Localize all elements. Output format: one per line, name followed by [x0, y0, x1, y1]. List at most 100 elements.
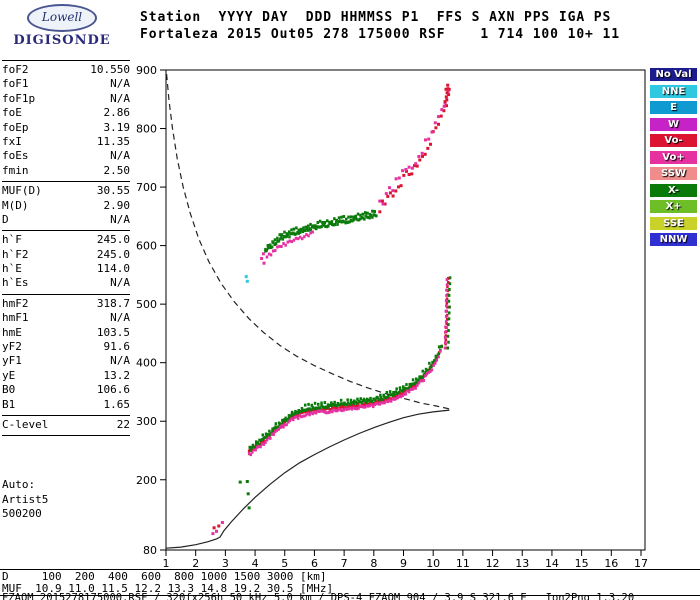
param-label: h`E: [2, 262, 22, 276]
trace-tail-green: [446, 276, 452, 350]
param-label: yE: [2, 368, 16, 382]
param-label: hmE: [2, 325, 22, 339]
param-row: Artist5: [2, 493, 130, 507]
svg-text:3: 3: [222, 557, 229, 570]
param-row: h`Es N/A: [2, 276, 130, 290]
param-label: yF2: [2, 340, 22, 354]
param-value: 2.86: [103, 106, 131, 120]
param-group: hmF2 318.7 hmF1 N/A hmE 103.5 yF2 91.6 yF1 N/A yE 1…: [2, 293, 130, 415]
topside-profile-dashed: [166, 74, 450, 410]
muf-distance-table: D 100 200 400 600 800 1000 1500 3000 [km…: [0, 569, 700, 596]
trace-spread-red: [378, 87, 451, 214]
param-label: foEs: [2, 149, 29, 163]
param-value: 245.0: [96, 233, 130, 247]
svg-text:14: 14: [545, 557, 559, 570]
svg-text:1: 1: [163, 557, 170, 570]
param-row: h`F 245.0: [2, 233, 130, 247]
param-group: Auto: Artist5 500200: [2, 476, 130, 524]
param-row: fxI 11.35: [2, 135, 130, 149]
legend-item-ssw: SSW: [650, 167, 697, 180]
legend-item-vo-: Vo-: [650, 134, 697, 147]
svg-text:80: 80: [143, 544, 157, 557]
param-label: h`F: [2, 233, 22, 247]
param-value: N/A: [110, 91, 130, 105]
lowell-digisonde-logo: Lowell DIGISONDE: [6, 4, 118, 48]
legend-item-vo+: Vo+: [650, 150, 697, 164]
trace-hop2-green: [264, 209, 376, 251]
echo-traces: [247, 87, 452, 457]
param-row: foE 2.86: [2, 106, 130, 120]
param-label: MUF(D): [2, 184, 42, 198]
svg-text:7: 7: [341, 557, 348, 570]
param-value: 2.90: [103, 198, 131, 212]
trace-hop2pink-pink: [265, 230, 314, 259]
svg-text:16: 16: [604, 557, 618, 570]
svg-text:700: 700: [136, 181, 157, 194]
x-axis: 1 2 3 4 5 6 7 8 9 10 11 12 13 14 15 16 17: [163, 550, 648, 570]
param-value: 245.0: [96, 247, 130, 261]
param-row: 500200: [2, 507, 130, 521]
trace-main-green: [248, 345, 441, 449]
param-label: D: [2, 212, 9, 226]
muf-row: MUF 10.9 11.0 11.5 12.2 13.3 14.8 19.2 3…: [2, 581, 334, 595]
param-label: Artist5: [2, 492, 49, 506]
legend-item-x+: X+: [650, 200, 697, 213]
trace-main-green: [249, 344, 443, 452]
svg-text:400: 400: [136, 357, 157, 370]
param-row: foEs N/A: [2, 149, 130, 163]
param-value: 318.7: [96, 296, 130, 310]
param-value: 2.50: [103, 163, 131, 177]
header-column-titles: Station YYYY DAY DDD HHMMSS P1 FFS S AXN…: [140, 10, 612, 25]
y-axis: 900 800 700 600 500 400 300 200 80: [136, 64, 166, 557]
param-value: 1.65: [103, 397, 131, 411]
param-group: C-level 22: [2, 414, 130, 437]
param-label: hmF1: [2, 311, 29, 325]
param-value: 3.19: [103, 120, 131, 134]
param-value: 114.0: [96, 262, 130, 276]
svg-text:11: 11: [456, 557, 470, 570]
legend-item-e: E: [650, 101, 697, 114]
svg-text:10: 10: [426, 557, 440, 570]
param-group: MUF(D) 30.55 M(D) 2.90 D N/A: [2, 181, 130, 230]
param-label: foF1p: [2, 91, 36, 105]
param-row: yF1 N/A: [2, 354, 130, 368]
param-value: N/A: [110, 354, 130, 368]
param-row: h`F2 245.0: [2, 248, 130, 262]
svg-text:2: 2: [192, 557, 199, 570]
param-row: foF1p N/A: [2, 92, 130, 106]
param-row: M(D) 2.90: [2, 199, 130, 213]
legend-item-sse: SSE: [650, 216, 697, 230]
param-panel: foF2 10.550 foF1 N/A foF1p N/A foE 2.86 foEp 3.19…: [2, 60, 130, 525]
trace-hop2-green: [264, 213, 378, 253]
param-group: foF2 10.550 foF1 N/A foF1p N/A foE 2.86 foEp 3.19…: [2, 60, 130, 181]
plot-frame: [165, 69, 646, 551]
param-label: foEp: [2, 120, 29, 134]
param-row: foEp 3.19: [2, 121, 130, 135]
param-value: 103.5: [96, 325, 130, 339]
svg-text:9: 9: [400, 557, 407, 570]
logo-lowell-text: Lowell: [41, 10, 83, 24]
param-row: hmF2 318.7: [2, 297, 130, 311]
param-row: yE 13.2: [2, 369, 130, 383]
param-row: hmE 103.5: [2, 326, 130, 340]
param-row: B1 1.65: [2, 398, 130, 412]
svg-text:12: 12: [486, 557, 500, 570]
legend-item-no-val: No Val: [650, 68, 697, 81]
param-row: foF1 N/A: [2, 77, 130, 91]
distance-row: D 100 200 400 600 800 1000 1500 3000 [km…: [2, 570, 327, 583]
direction-legend: No Val NNE E W Vo- Vo+ SSW X- X+ SSE NNW: [650, 68, 697, 250]
param-label: foF2: [2, 63, 29, 76]
param-label: 500200: [2, 507, 42, 521]
param-label: B0: [2, 383, 16, 397]
svg-text:500: 500: [136, 298, 157, 311]
param-label: fmin: [2, 163, 29, 177]
param-value: 22: [116, 417, 130, 431]
param-value: 13.2: [103, 368, 131, 382]
param-group: h`F 245.0 h`F2 245.0 h`E 114.0 h`Es N/A: [2, 230, 130, 294]
status-line: FZAOM_2015278175000.RSF / 320fx256h 50 k…: [2, 592, 635, 600]
param-row: foF2 10.550: [2, 63, 130, 77]
param-value: 106.6: [96, 383, 130, 397]
svg-text:6: 6: [311, 557, 318, 570]
